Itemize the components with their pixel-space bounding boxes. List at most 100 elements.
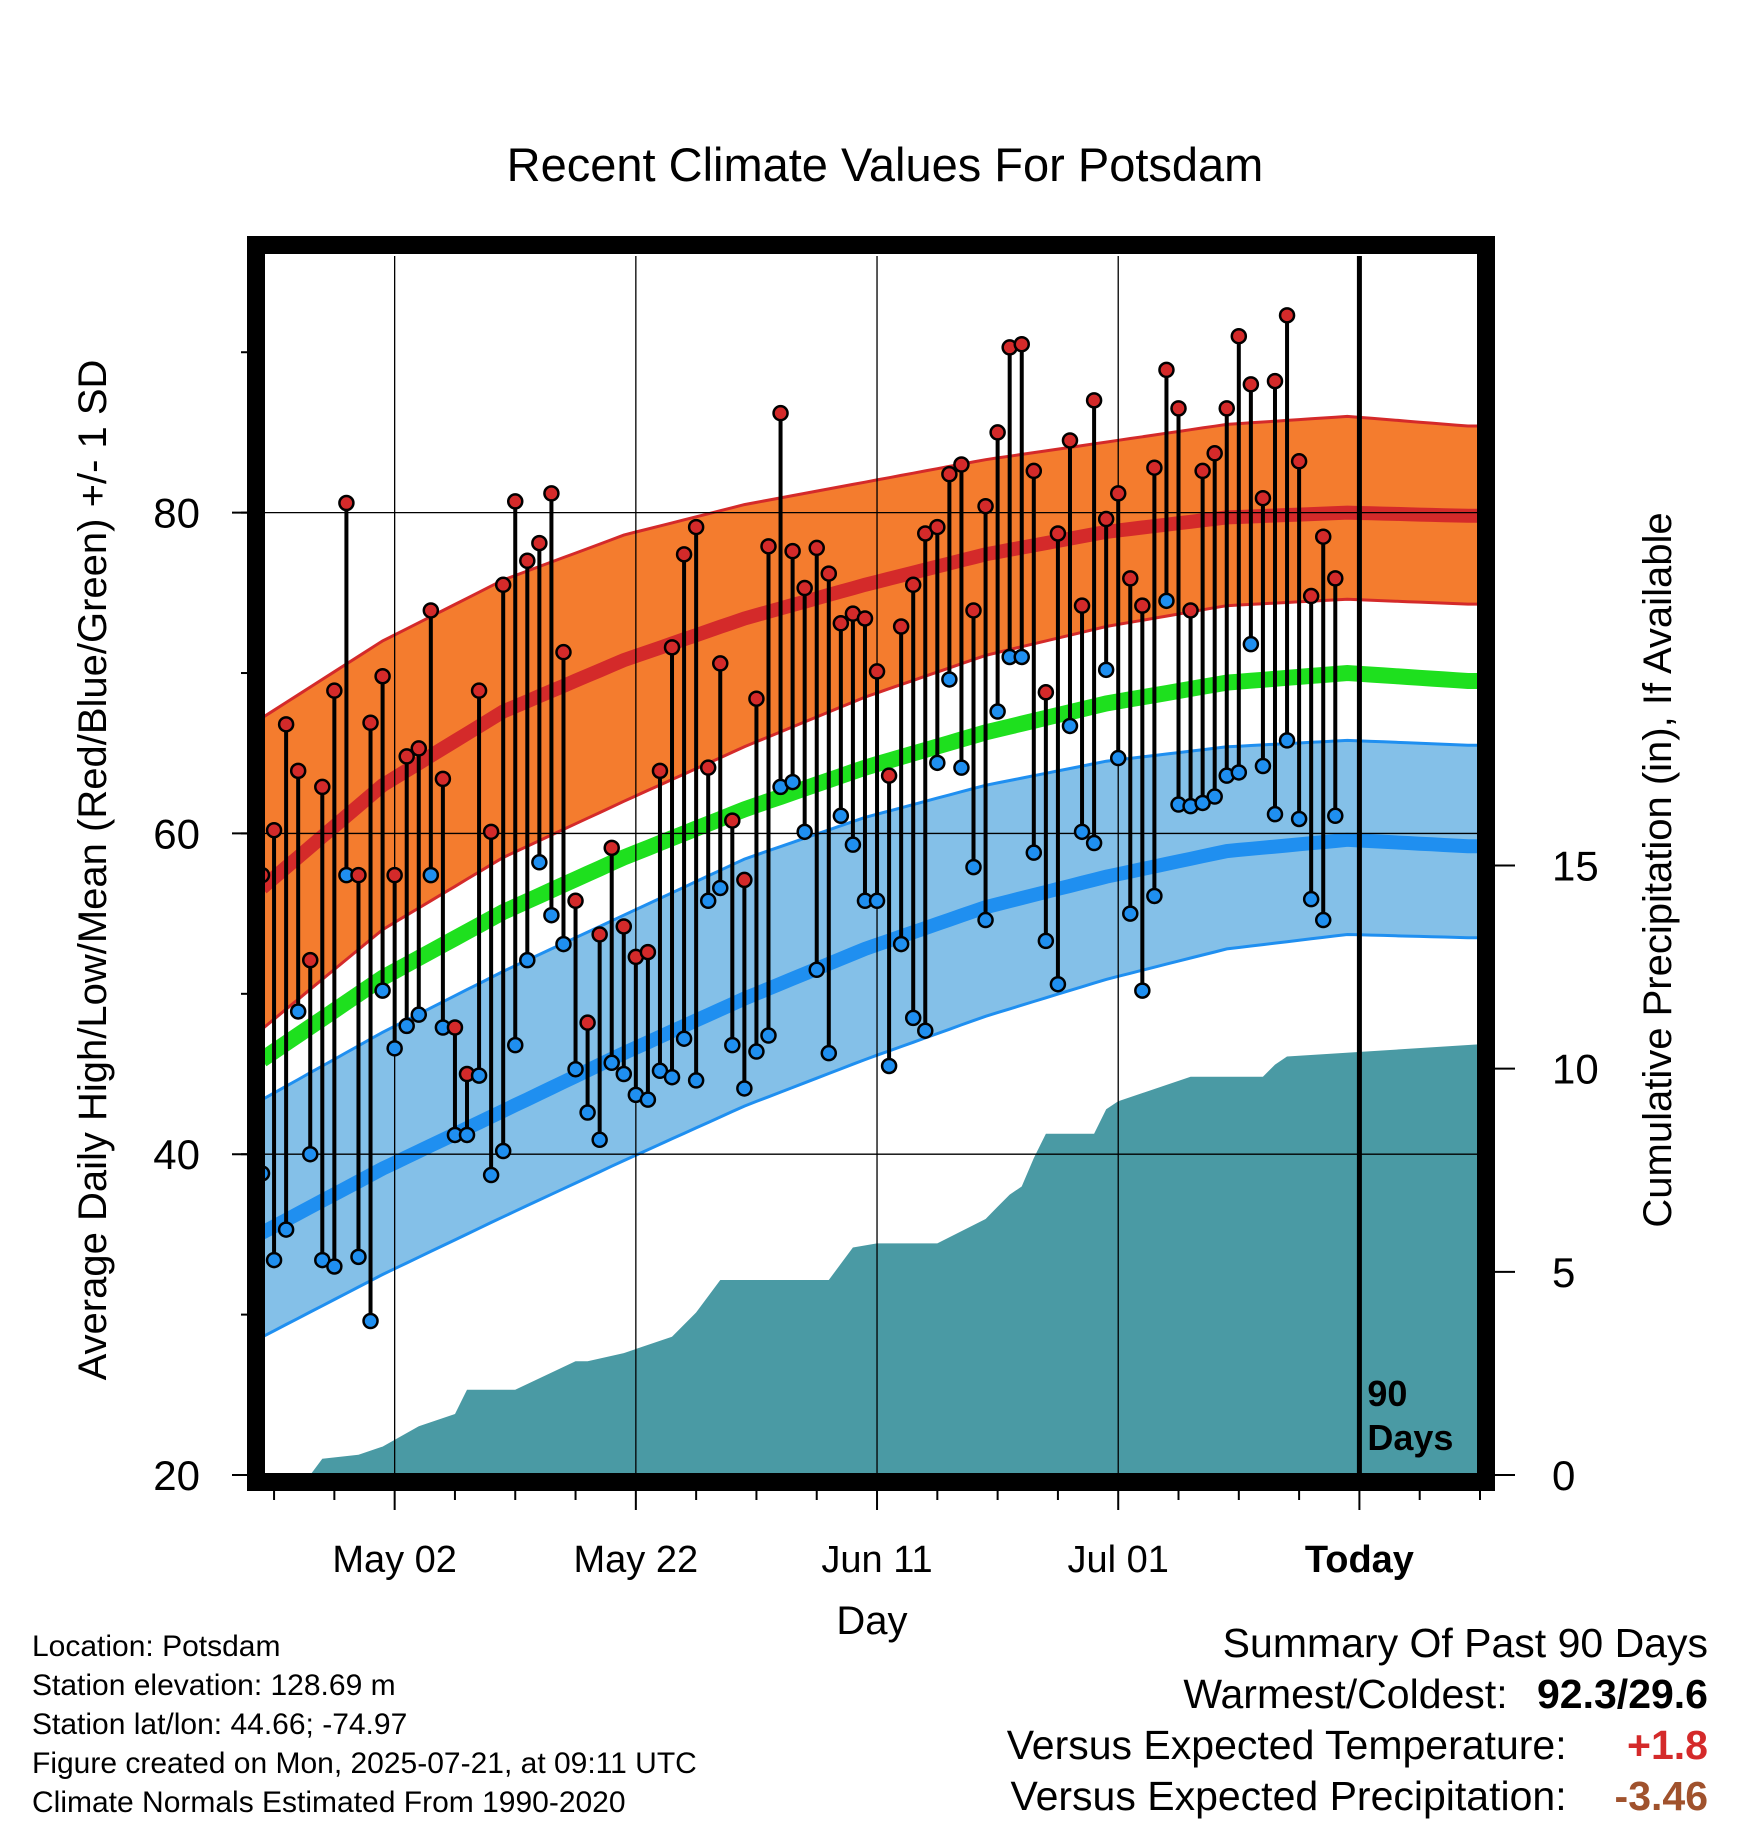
- daily-low-point: [808, 961, 825, 979]
- daily-low-point: [1206, 788, 1223, 805]
- daily-low-point: [736, 1080, 753, 1097]
- daily-low-point: [712, 879, 729, 897]
- y-tick-label: 40: [153, 1131, 200, 1178]
- daily-high-point: [1266, 372, 1284, 390]
- daily-high-point: [615, 918, 633, 935]
- daily-high-point: [784, 542, 801, 560]
- chart-title: Recent Climate Values For Potsdam: [507, 138, 1264, 191]
- y2-tick-label: 5: [1552, 1249, 1575, 1296]
- info-elevation: Station elevation: 128.69 m: [32, 1669, 396, 1702]
- daily-low-point: [1073, 823, 1091, 841]
- daily-high-point: [965, 602, 982, 619]
- daily-low-point: [458, 1126, 476, 1144]
- daily-high-point: [1134, 597, 1151, 614]
- daily-high-point: [1037, 684, 1055, 701]
- daily-low-point: [543, 906, 560, 924]
- info-latlon: Station lat/lon: 44.66; -74.97: [32, 1708, 408, 1741]
- daily-high-point: [651, 762, 669, 780]
- daily-low-point: [1266, 805, 1284, 823]
- daily-low-point: [868, 892, 886, 910]
- daily-high-point: [1109, 485, 1127, 502]
- daily-low-point: [1049, 975, 1067, 993]
- daily-high-point: [736, 871, 753, 889]
- daily-high-point: [398, 748, 415, 765]
- daily-high-point: [1025, 462, 1043, 480]
- y-tick-label: 60: [153, 810, 200, 857]
- daily-high-point: [1302, 587, 1320, 605]
- daily-high-point: [1049, 525, 1067, 542]
- high-sd-lower-line: [261, 597, 1480, 1031]
- daily-high-point: [410, 740, 428, 757]
- daily-high-point: [338, 494, 355, 512]
- daily-high-point: [639, 943, 657, 961]
- daily-low-point: [301, 1145, 319, 1163]
- daily-high-point: [760, 538, 777, 555]
- daily-low-point: [820, 1044, 838, 1062]
- daily-low-point: [1158, 592, 1175, 610]
- daily-high-point: [314, 778, 331, 796]
- daily-high-point: [470, 682, 488, 699]
- daily-low-point: [1314, 911, 1332, 929]
- x-tick-label: Today: [1305, 1539, 1414, 1581]
- daily-high-point: [663, 639, 681, 656]
- daily-low-point: [591, 1131, 608, 1149]
- daily-high-point: [1254, 489, 1272, 507]
- daily-high-point: [1194, 462, 1211, 480]
- daily-high-point: [724, 812, 741, 829]
- daily-low-point: [277, 1221, 295, 1238]
- daily-low-point: [1146, 887, 1163, 905]
- temp-value: +1.8: [1627, 1722, 1708, 1768]
- low-sd-lower-line: [261, 932, 1480, 1339]
- daily-low-point: [965, 858, 982, 876]
- daily-high-point: [892, 618, 910, 635]
- daily-low-point: [1327, 807, 1344, 825]
- high-sd-upper-line: [261, 414, 1480, 720]
- daily-low-point: [519, 951, 536, 969]
- daily-high-point: [977, 497, 994, 515]
- daily-low-point: [289, 1003, 307, 1020]
- mean-line: [257, 664, 1480, 1067]
- daily-low-point: [1254, 757, 1272, 775]
- info-location: Location: Potsdam: [32, 1630, 281, 1663]
- daily-high-point: [591, 926, 608, 943]
- daily-low-point: [386, 1040, 403, 1057]
- daily-high-point: [904, 576, 922, 594]
- daily-low-point: [422, 866, 440, 884]
- daily-low-point: [350, 1248, 367, 1266]
- daily-low-point: [1302, 890, 1320, 908]
- daily-high-point: [880, 767, 898, 784]
- daily-low-point: [1037, 932, 1055, 950]
- daily-low-point: [917, 1022, 934, 1039]
- daily-high-point: [1218, 400, 1236, 417]
- daily-high-point: [1097, 510, 1115, 528]
- daily-low-point: [374, 982, 391, 999]
- daily-high-point: [1158, 361, 1175, 379]
- daily-low-point: [482, 1166, 500, 1184]
- daily-low-point: [639, 1091, 657, 1108]
- daily-low-point: [531, 854, 548, 871]
- daily-low-point: [844, 836, 862, 853]
- daily-high-point: [350, 866, 367, 884]
- daily-high-point: [1170, 400, 1187, 417]
- daily-high-point: [446, 1019, 464, 1036]
- daily-high-point: [1206, 445, 1223, 462]
- daily-high-point: [301, 951, 319, 969]
- daily-high-point: [567, 892, 584, 910]
- daily-high-point: [362, 714, 379, 731]
- daily-low-point: [953, 759, 970, 776]
- y2-tick-label: 0: [1552, 1452, 1575, 1499]
- daily-low-point: [1134, 982, 1151, 999]
- daily-high-point: [579, 1014, 596, 1031]
- today-days-number: 90: [1367, 1373, 1407, 1414]
- daily-low-point: [796, 823, 813, 841]
- high-mean-line: [257, 505, 1480, 894]
- daily-low-point: [904, 1009, 922, 1027]
- daily-low-point: [832, 807, 850, 825]
- daily-high-point: [1013, 335, 1030, 353]
- daily-high-point: [386, 866, 403, 884]
- daily-high-point: [1122, 570, 1139, 587]
- summary-warmest-coldest: Warmest/Coldest: 92.3/29.6: [1183, 1672, 1708, 1716]
- precip-value: -3.46: [1614, 1773, 1708, 1819]
- daily-low-point: [989, 703, 1006, 720]
